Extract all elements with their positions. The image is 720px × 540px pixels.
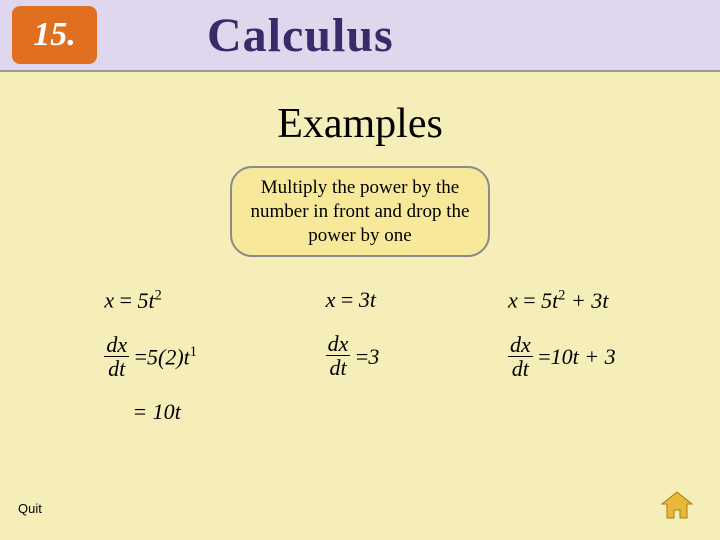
- eq-lhs: x: [104, 288, 114, 313]
- example-1: x = 5t2 dx dt = 5(2)t1 = 10t: [104, 287, 197, 425]
- eq-lhs: x: [508, 288, 518, 313]
- page-title: Examples: [0, 100, 720, 148]
- header-bar: 15. Calculus: [0, 0, 720, 72]
- eq-lhs: x: [326, 287, 336, 312]
- chapter-badge: 15.: [12, 6, 97, 64]
- eq-rhs: 3t: [359, 287, 376, 312]
- eq-rhs: 5t2 + 3t: [541, 288, 608, 313]
- derivative-rhs: 10t + 3: [551, 344, 616, 370]
- example-1-given: x = 5t2: [104, 287, 197, 313]
- dx-dt-fraction: dx dt: [104, 334, 129, 381]
- example-1-simplified: = 10t: [132, 399, 197, 425]
- header-title: Calculus: [207, 8, 394, 63]
- chapter-number: 15.: [33, 16, 76, 54]
- instruction-text: Multiply the power by the number in fron…: [230, 166, 490, 257]
- dx-dt-fraction: dx dt: [326, 333, 351, 380]
- example-3-given: x = 5t2 + 3t: [508, 287, 616, 313]
- derivative-rhs: 3: [368, 344, 379, 370]
- example-3-derivative: dx dt = 10t + 3: [508, 334, 616, 381]
- eq-rhs: 5t2: [138, 288, 162, 313]
- derivative-rhs: 5(2)t1: [147, 344, 197, 370]
- quit-button[interactable]: Quit: [18, 501, 42, 516]
- dx-dt-fraction: dx dt: [508, 334, 533, 381]
- examples-row: x = 5t2 dx dt = 5(2)t1 = 10t x = 3t dx d…: [0, 287, 720, 425]
- example-3: x = 5t2 + 3t dx dt = 10t + 3: [508, 287, 616, 425]
- example-2-derivative: dx dt = 3: [326, 333, 380, 380]
- home-nav-icon[interactable]: [660, 490, 694, 520]
- example-2: x = 3t dx dt = 3: [326, 287, 380, 425]
- example-2-given: x = 3t: [326, 287, 380, 313]
- example-1-derivative: dx dt = 5(2)t1: [104, 334, 197, 381]
